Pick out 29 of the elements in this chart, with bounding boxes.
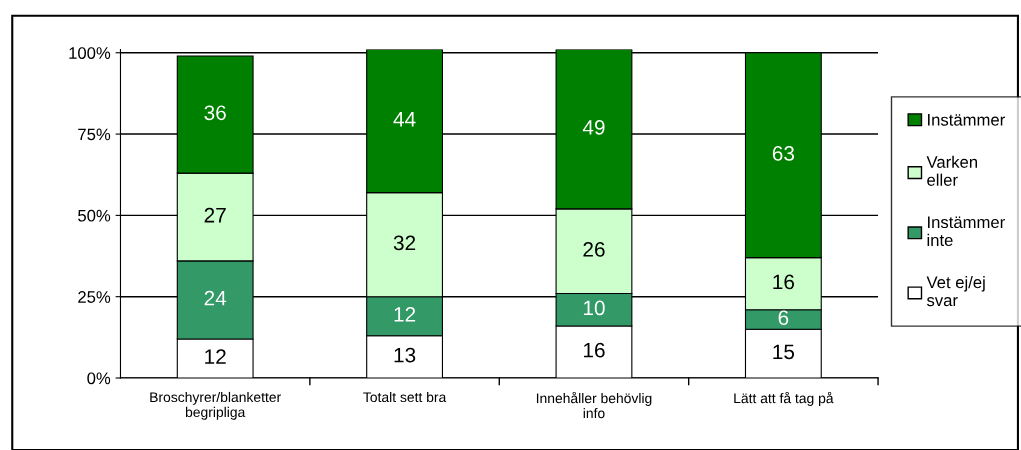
- y-tick-label: 0%: [87, 372, 111, 385]
- legend-label: Instämmer inte: [927, 216, 1005, 247]
- y-tick-label: 25%: [78, 291, 111, 303]
- data-label: 6: [778, 310, 789, 326]
- data-label: 10: [583, 300, 605, 316]
- legend-label: Vet ej/ej svar: [926, 276, 985, 307]
- data-label: 24: [204, 290, 227, 306]
- x-tick-label: Totalt sett bra: [363, 391, 447, 403]
- data-label: 27: [204, 207, 226, 223]
- data-label: 12: [394, 307, 416, 322]
- data-label: 32: [393, 235, 416, 251]
- data-label: 16: [583, 342, 605, 358]
- legend-label: Instämmer: [928, 114, 1005, 126]
- x-tick-label: Broschyrer/blanketter begripliga: [150, 391, 281, 420]
- data-label: 26: [583, 241, 605, 257]
- data-label: 15: [773, 344, 795, 360]
- data-label: 63: [772, 146, 795, 161]
- y-tick-label: 100%: [69, 47, 111, 59]
- data-label: 16: [773, 274, 795, 290]
- x-tick-label: Innehåller behövlig info: [536, 391, 652, 419]
- data-label: 44: [393, 112, 416, 127]
- data-label: 49: [582, 120, 605, 135]
- y-tick-label: 75%: [78, 128, 111, 141]
- y-tick-label: 50%: [78, 209, 111, 222]
- legend-label: Varken eller: [926, 155, 977, 186]
- data-label: 13: [394, 347, 416, 363]
- data-label: 36: [204, 105, 226, 121]
- data-label: 12: [205, 349, 226, 364]
- x-tick-label: Lätt att få tag på: [734, 391, 834, 406]
